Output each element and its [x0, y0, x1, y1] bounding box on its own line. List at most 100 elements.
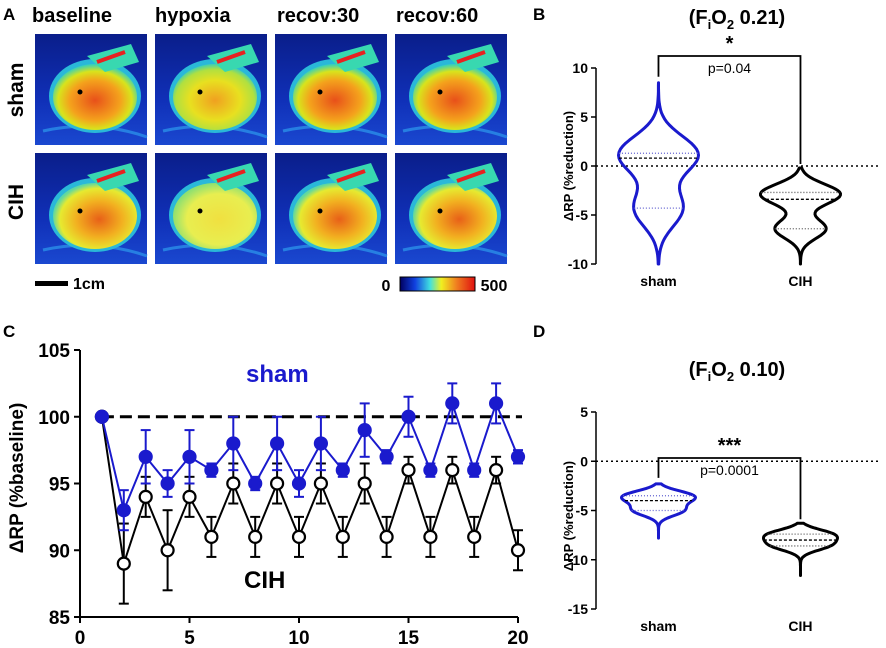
panel-b-title-part: 0.21)	[734, 7, 785, 29]
c-point-sham	[423, 463, 438, 478]
d-x-label: CIH	[788, 618, 812, 634]
heatmap-spot	[317, 89, 323, 95]
heatmap-spot	[197, 89, 203, 95]
b-y-tick-label: 10	[572, 60, 588, 76]
c-point-cih	[226, 476, 241, 491]
panel-d-ylabel: ΔRP (%reduction)	[561, 461, 576, 571]
d-y-tick-label: -5	[576, 503, 589, 519]
c-point-cih	[204, 529, 219, 545]
panel-b: B (FiO2 0.21) ΔRP (%reduction) 10 5 0 -5 -10…	[533, 5, 880, 289]
b-y-tick-label: -5	[576, 207, 589, 223]
c-point-cih	[116, 556, 131, 571]
d-x-label: sham	[640, 618, 677, 634]
panel-a-label: A	[3, 5, 15, 24]
heatmap-vessel	[456, 169, 486, 183]
c-point-cih	[182, 489, 197, 504]
heatmap-vessel	[456, 50, 486, 64]
legend-sham: sham	[246, 361, 309, 388]
panel-d-label: D	[533, 322, 545, 341]
c-point-cih	[313, 476, 328, 491]
heatmap-tissue	[173, 183, 257, 249]
c-y-tick-label: 100	[38, 408, 70, 429]
panel-d: D (FiO2 0.10) ΔRP (%reduction) 5 0 -5 -10 -1…	[533, 322, 880, 634]
c-line-cih	[100, 416, 519, 564]
c-x-tick-label: 20	[507, 628, 528, 648]
heatmap-spot	[437, 208, 443, 214]
heatmap-spot	[77, 208, 83, 214]
heatmap-tissue	[53, 64, 137, 130]
d-y-tick-label: -15	[568, 601, 588, 617]
col-label-baseline: baseline	[32, 5, 112, 27]
scale-bar	[35, 281, 68, 286]
panel-d-title-part: (F	[689, 359, 708, 381]
heatmap-spot	[317, 208, 323, 214]
b-violin-cih	[759, 166, 842, 266]
heatmap-tissue	[53, 183, 137, 249]
c-point-cih	[291, 529, 307, 545]
b-violin-sham	[617, 81, 700, 266]
b-x-label: CIH	[788, 273, 812, 289]
legend-cih: CIH	[244, 567, 285, 594]
scale-bar-label: 1cm	[73, 276, 105, 293]
panel-b-title-sub: i	[708, 17, 712, 32]
panel-c-ylabel: ΔRP (%baseline)	[7, 403, 28, 554]
panel-c-plot: 105 100 95 90 850 5 10 15 20	[38, 341, 528, 648]
c-point-sham	[204, 463, 219, 478]
b-y-tick-label: -10	[568, 256, 588, 272]
panel-b-ylabel: ΔRP (%reduction)	[561, 111, 576, 221]
c-point-cih	[401, 463, 416, 478]
c-point-sham	[445, 396, 460, 411]
colorbar	[399, 276, 476, 292]
heatmap-spot	[437, 89, 443, 95]
panel-b-title-part: O	[711, 7, 727, 29]
d-significance-bracket	[657, 457, 802, 520]
heatmap-tissue	[413, 64, 497, 130]
row-label-sham: sham	[5, 63, 28, 118]
c-point-sham	[226, 436, 241, 451]
heatmap-tissue	[173, 64, 257, 130]
d-y-tick-label: 5	[580, 404, 588, 420]
c-point-sham	[467, 463, 482, 478]
b-y-tick-label: 5	[580, 109, 588, 125]
b-p-value: p=0.04	[708, 60, 751, 76]
b-x-label: sham	[640, 273, 677, 289]
panel-b-title-sub: 2	[727, 17, 734, 32]
c-point-sham	[313, 436, 328, 451]
c-x-tick-label: 15	[398, 628, 420, 648]
panel-d-title: (FiO2 0.10)	[689, 359, 785, 384]
row-label-cih: CIH	[5, 184, 28, 220]
c-point-sham	[160, 476, 175, 491]
c-point-sham	[401, 409, 416, 424]
heatmap-tissue	[413, 183, 497, 249]
c-point-cih	[379, 529, 394, 545]
colorbar-max-label: 500	[481, 278, 508, 295]
c-point-sham	[182, 449, 197, 464]
col-label-hypoxia: hypoxia	[155, 5, 231, 27]
d-y-tick-label: -10	[568, 552, 588, 568]
panel-d-plot: 5 0 -5 -10 -15 sham CIH *** p=0.0001	[568, 404, 880, 634]
panel-d-title-sub: i	[708, 369, 712, 384]
c-x-tick-label: 0	[75, 628, 86, 648]
c-point-sham	[379, 449, 394, 464]
c-point-sham	[510, 449, 526, 464]
c-y-tick-label: 90	[49, 541, 70, 562]
heatmap-spot	[197, 208, 203, 214]
heatmap-vessel	[96, 169, 126, 183]
d-y-tick-label: 0	[580, 453, 588, 469]
c-point-sham	[335, 463, 350, 478]
heatmap-tissue	[293, 64, 377, 130]
panel-d-title-part: O	[711, 359, 727, 381]
c-point-sham	[116, 503, 131, 518]
c-y-tick-label: 95	[49, 475, 71, 496]
c-point-cih	[467, 529, 482, 545]
c-x-tick-label: 10	[288, 628, 309, 648]
c-point-sham	[138, 449, 153, 464]
c-point-sham	[248, 476, 263, 491]
c-point-sham	[291, 476, 307, 491]
c-point-cih	[138, 489, 153, 504]
heatmap-tissue	[293, 183, 377, 249]
panel-b-label: B	[533, 5, 545, 24]
panel-c: C ΔRP (%baseline) 105 100 95 90 850 5 10 15 20 s…	[3, 322, 529, 648]
col-label-recov30: recov:30	[277, 5, 359, 27]
c-point-cih	[248, 529, 263, 545]
